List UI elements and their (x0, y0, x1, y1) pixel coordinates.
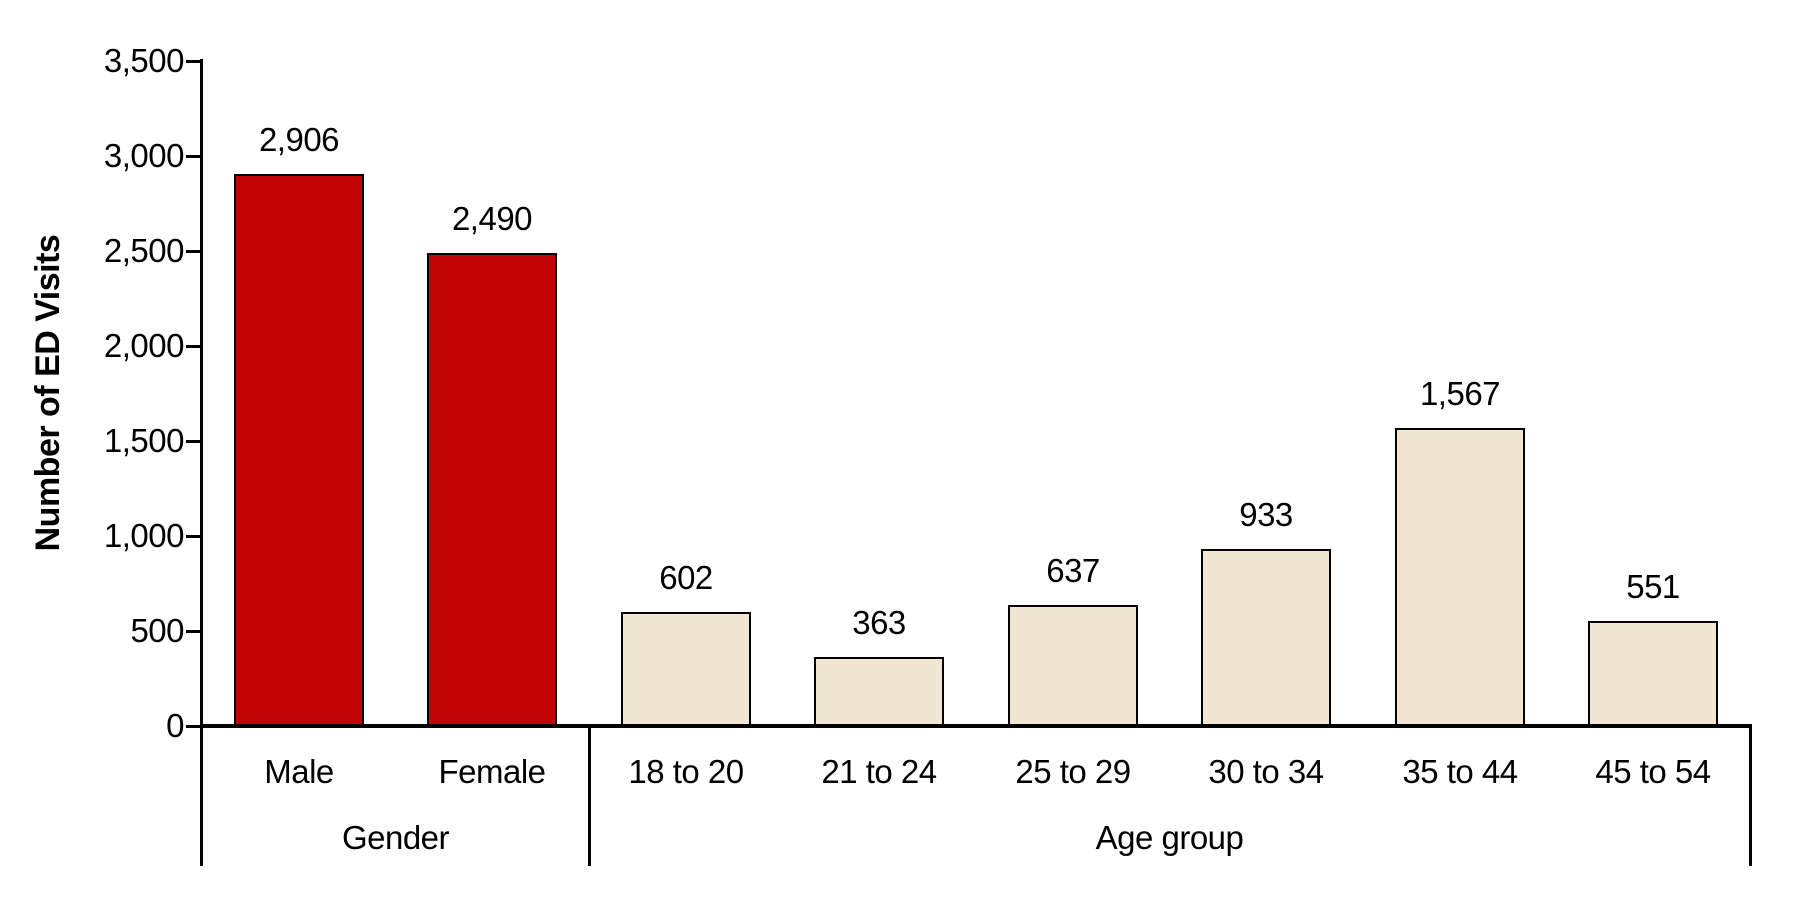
y-axis-tick-label: 500 (130, 612, 184, 649)
y-axis-tick (186, 440, 200, 443)
y-axis-tick-label: 2,500 (103, 232, 185, 269)
category-label-male: Male (264, 753, 334, 790)
category-label-30-to-34: 30 to 34 (1208, 753, 1324, 790)
y-axis-line (200, 59, 203, 726)
category-label-45-to-54: 45 to 54 (1595, 753, 1711, 790)
bar-18-to-20 (621, 612, 751, 726)
y-axis-tick (186, 630, 200, 633)
bar-30-to-34 (1201, 549, 1331, 726)
y-axis-tick (186, 250, 200, 253)
bar-male (234, 174, 364, 726)
y-axis-tick (186, 725, 200, 728)
y-axis-tick-label: 3,500 (103, 42, 185, 79)
y-axis-tick-label: 2,000 (103, 327, 185, 364)
category-divider (200, 726, 203, 866)
category-divider (588, 726, 591, 866)
bar-45-to-54 (1588, 621, 1718, 726)
bar-35-to-44 (1395, 428, 1525, 726)
bar-female (427, 253, 557, 726)
value-label-male: 2,906 (258, 121, 340, 158)
bar-21-to-24 (814, 657, 944, 726)
category-divider (1749, 726, 1752, 866)
value-label-30-to-34: 933 (1239, 496, 1293, 533)
x-axis-line (200, 724, 1752, 728)
value-label-45-to-54: 551 (1626, 568, 1680, 605)
group-label-gender: Gender (341, 819, 450, 856)
value-label-35-to-44: 1,567 (1419, 375, 1501, 412)
y-axis-tick-label: 0 (166, 707, 184, 744)
value-label-18-to-20: 602 (659, 559, 713, 596)
group-label-age-group: Age group (1095, 819, 1244, 856)
category-label-35-to-44: 35 to 44 (1402, 753, 1518, 790)
y-axis-title: Number of ED Visits (29, 234, 67, 552)
y-axis-tick (186, 535, 200, 538)
category-label-18-to-20: 18 to 20 (628, 753, 744, 790)
y-axis-tick-label: 1,500 (103, 422, 185, 459)
category-label-21-to-24: 21 to 24 (821, 753, 937, 790)
y-axis-tick (186, 345, 200, 348)
value-label-female: 2,490 (451, 200, 533, 237)
category-label-25-to-29: 25 to 29 (1015, 753, 1131, 790)
bar-25-to-29 (1008, 605, 1138, 726)
value-label-21-to-24: 363 (852, 604, 906, 641)
y-axis-tick (186, 60, 200, 63)
category-label-female: Female (438, 753, 546, 790)
y-axis-tick-label: 3,000 (103, 137, 185, 174)
y-axis-tick (186, 155, 200, 158)
value-label-25-to-29: 637 (1046, 552, 1100, 589)
y-axis-tick-label: 1,000 (103, 517, 185, 554)
